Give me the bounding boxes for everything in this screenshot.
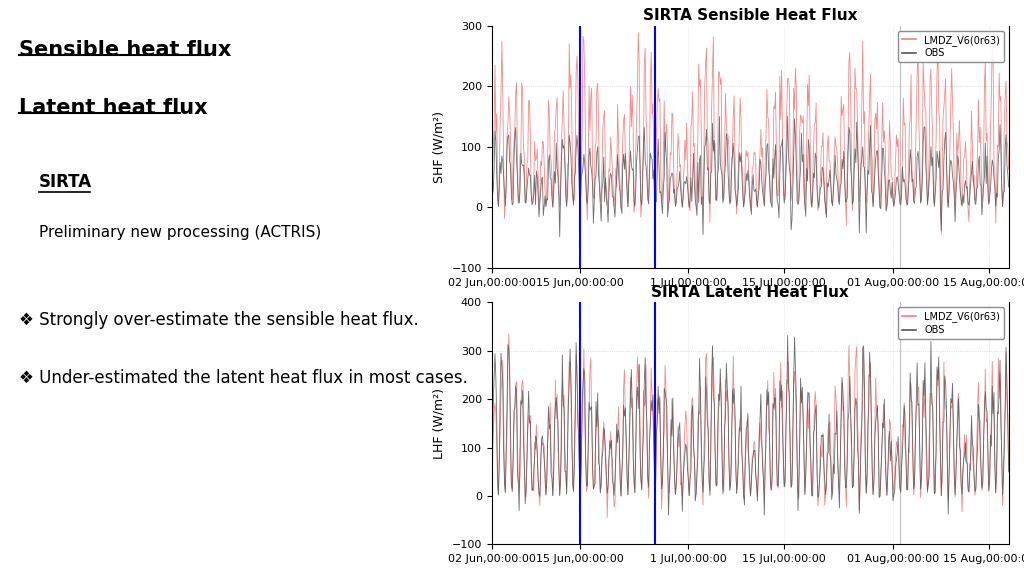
Legend: LMDZ_V6(0r63), OBS: LMDZ_V6(0r63), OBS: [898, 307, 1004, 339]
Legend: LMDZ_V6(0r63), OBS: LMDZ_V6(0r63), OBS: [898, 31, 1004, 62]
Text: SIRTA: SIRTA: [39, 173, 91, 191]
Text: Latent heat flux: Latent heat flux: [19, 98, 208, 118]
Text: Sensible heat flux: Sensible heat flux: [19, 40, 231, 60]
Title: SIRTA Latent Heat Flux: SIRTA Latent Heat Flux: [651, 285, 849, 300]
Text: ❖ Under-estimated the latent heat flux in most cases.: ❖ Under-estimated the latent heat flux i…: [19, 369, 468, 386]
Text: ❖ Strongly over-estimate the sensible heat flux.: ❖ Strongly over-estimate the sensible he…: [19, 311, 419, 329]
Y-axis label: LHF (W/m²): LHF (W/m²): [433, 388, 445, 459]
Text: Preliminary new processing (ACTRIS): Preliminary new processing (ACTRIS): [39, 225, 321, 240]
Title: SIRTA Sensible Heat Flux: SIRTA Sensible Heat Flux: [643, 9, 857, 24]
Y-axis label: SHF (W/m²): SHF (W/m²): [433, 111, 445, 183]
